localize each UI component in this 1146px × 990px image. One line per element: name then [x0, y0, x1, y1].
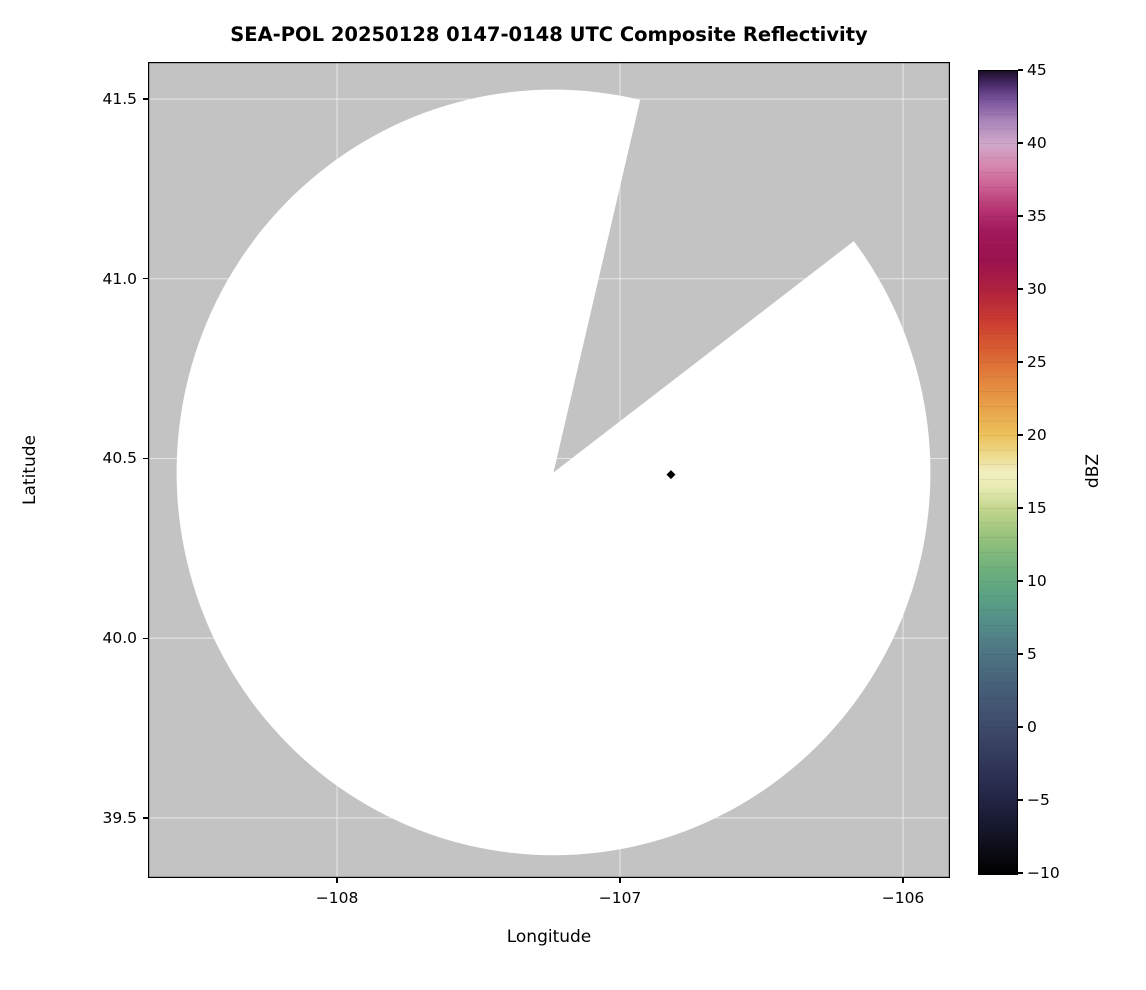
colorbar-tick-label: 25 — [1027, 353, 1047, 371]
colorbar-tick — [1018, 507, 1023, 509]
x-tick — [619, 878, 621, 883]
colorbar-tick — [1018, 361, 1023, 363]
y-tick-label: 40.0 — [102, 629, 137, 648]
colorbar-tick-label: 40 — [1027, 134, 1047, 152]
y-tick — [143, 637, 148, 639]
colorbar-tick-label: −5 — [1027, 791, 1050, 809]
colorbar-tick — [1018, 580, 1023, 582]
x-tick — [336, 878, 338, 883]
colorbar — [978, 70, 1018, 875]
radar-map — [148, 62, 950, 878]
radar-coverage-area — [176, 89, 931, 856]
y-tick-label: 41.5 — [102, 90, 137, 109]
colorbar-label: dBZ — [1083, 453, 1103, 489]
colorbar-tick — [1018, 726, 1023, 728]
colorbar-tick — [1018, 69, 1023, 71]
y-tick — [143, 98, 148, 100]
y-tick-label: 39.5 — [102, 808, 137, 827]
x-tick-label: −106 — [881, 889, 925, 907]
x-tick-label: −108 — [315, 889, 359, 907]
colorbar-tick-label: 30 — [1027, 280, 1047, 298]
chart-title: SEA-POL 20250128 0147-0148 UTC Composite… — [230, 23, 868, 46]
y-axis-label: Latitude — [20, 435, 40, 505]
colorbar-tick — [1018, 288, 1023, 290]
colorbar-tick — [1018, 434, 1023, 436]
y-tick-label: 41.0 — [102, 269, 137, 288]
colorbar-tick — [1018, 653, 1023, 655]
y-tick-label: 40.5 — [102, 449, 137, 468]
x-tick-label: −107 — [598, 889, 642, 907]
colorbar-tick-label: 5 — [1027, 645, 1037, 663]
colorbar-tick — [1018, 142, 1023, 144]
y-tick — [143, 817, 148, 819]
y-tick — [143, 457, 148, 460]
site-marker-diamond — [666, 470, 676, 480]
colorbar-tick-label: 45 — [1027, 61, 1047, 79]
colorbar-tick — [1018, 215, 1023, 217]
colorbar-tick-label: 0 — [1027, 718, 1037, 736]
colorbar-tick-label: 20 — [1027, 426, 1047, 444]
colorbar-tick — [1018, 799, 1023, 801]
axes-frame — [148, 62, 950, 878]
x-tick — [902, 878, 904, 883]
plot-area — [148, 62, 950, 878]
x-axis-label: Longitude — [506, 927, 592, 947]
colorbar-tick-label: 15 — [1027, 499, 1047, 517]
colorbar-tick-label: 35 — [1027, 207, 1047, 225]
colorbar-tick-label: −10 — [1027, 864, 1060, 882]
y-tick — [143, 278, 148, 280]
colorbar-tick-label: 10 — [1027, 572, 1047, 590]
colorbar-tick — [1018, 872, 1023, 874]
